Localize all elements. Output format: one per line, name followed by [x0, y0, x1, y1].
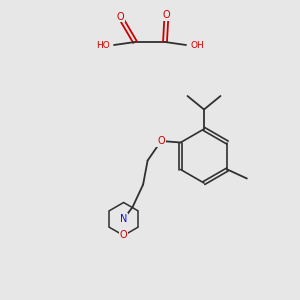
Text: OH: OH: [190, 40, 204, 50]
Text: O: O: [157, 136, 165, 146]
Text: N: N: [120, 214, 127, 224]
Text: O: O: [116, 11, 124, 22]
Text: HO: HO: [96, 40, 110, 50]
Text: O: O: [163, 10, 170, 20]
Text: O: O: [120, 230, 128, 241]
